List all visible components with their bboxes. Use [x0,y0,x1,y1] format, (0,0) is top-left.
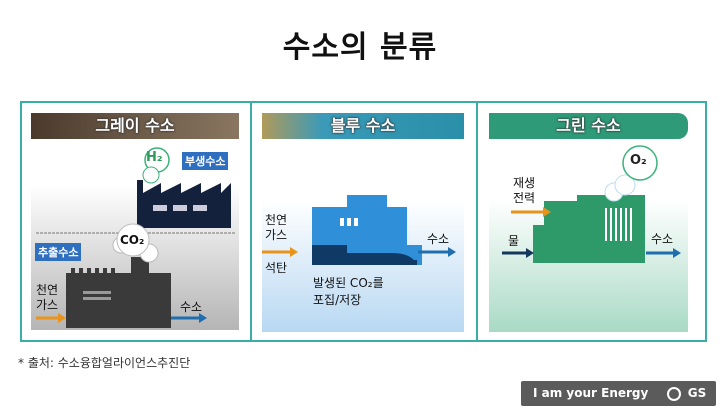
gs-caltex-logo: I am your Energy GS칼텍스 [521,381,716,406]
extraction-hydrogen-label: 추출수소 [35,243,82,261]
logo-brand: GS칼텍스 [687,386,707,400]
o2-label: O₂ [630,153,647,168]
blue-hydrogen-header: 블루 수소 [262,113,464,139]
logo-slogan: I am your Energy [533,386,649,400]
byproduct-hydrogen-label: 부생수소 [182,152,229,170]
h2-label: H₂ [146,150,163,165]
blue-hydrogen-illustration [262,195,464,332]
input-renewable-power-label: 재생 전력 [513,176,536,205]
capture-note-line2: 포집/저장 [313,293,362,307]
panel-divider [476,101,478,342]
page-title: 수소의 분류 [282,30,438,65]
input-coal-label: 석탄 [265,261,288,275]
h2-bubble-small [142,166,160,184]
o2-bubble [622,145,658,181]
gs-logo-icon [666,386,681,401]
extraction-factory-icon [66,273,171,328]
electrolyzer-icon [533,195,645,263]
input-natural-gas-label: 천연 가스 [265,213,288,242]
gray-hydrogen-header: 그레이 수소 [31,113,239,139]
green-hydrogen-header: 그린 수소 [489,113,688,139]
output-label: 수소 [427,232,450,246]
co2-label: CO₂ [120,233,145,247]
input-label: 천연 가스 [36,283,59,312]
source-footnote: * 출처: 수소융합얼라이언스추진단 [18,356,191,370]
green-hydrogen-illustration [489,145,688,332]
gray-hydrogen-illustration [31,147,239,330]
output-label: 수소 [651,232,674,246]
byproduct-factory-icon [137,180,231,228]
panel-divider [250,101,252,342]
panel-frame [20,101,707,342]
capture-note-line1: 발생된 CO₂를 [313,276,384,290]
output-label: 수소 [180,300,203,314]
co2-cloud [116,223,150,257]
input-water-label: 물 [508,234,520,248]
